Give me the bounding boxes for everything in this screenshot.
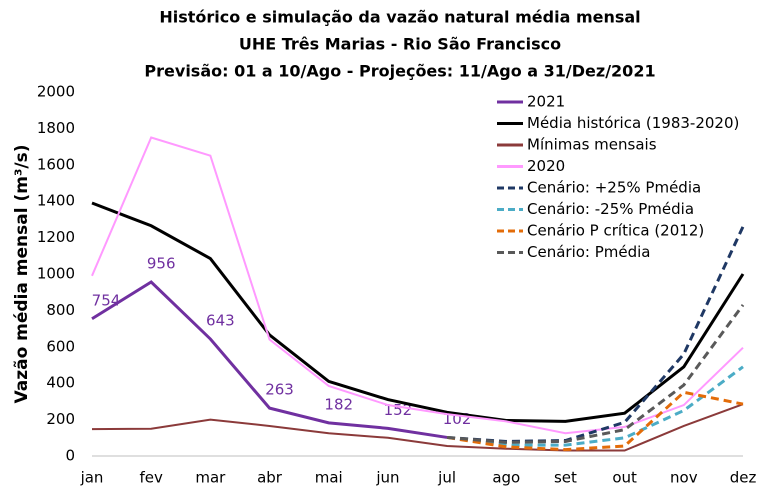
y-tick-label: 1600 (37, 155, 75, 173)
series-line (446, 304, 745, 444)
x-tick-label: jan (80, 469, 104, 487)
legend-label: Cenário: Pmédia (527, 243, 651, 261)
legend-label: Cenário: +25% Pmédia (527, 179, 701, 197)
x-tick-label: fev (139, 469, 163, 487)
x-tick-label: jul (437, 469, 456, 487)
x-tick-label: mai (315, 469, 343, 487)
x-tick-label: jun (375, 469, 399, 487)
chart-title: Previsão: 01 a 10/Ago - Projeções: 11/Ag… (144, 62, 655, 81)
y-tick-label: 1200 (37, 228, 75, 246)
legend-label: Mínimas mensais (527, 136, 657, 154)
y-axis-label: Vazão média mensal (m³/s) (12, 144, 32, 403)
y-tick-label: 400 (46, 374, 75, 392)
series-line (446, 365, 744, 447)
y-tick-label: 1000 (37, 265, 75, 283)
y-tick-label: 2000 (37, 83, 75, 101)
y-tick-label: 1400 (37, 192, 75, 210)
legend-label: 2020 (527, 157, 565, 175)
data-label: 182 (324, 395, 353, 413)
x-tick-label: out (612, 469, 637, 487)
series-line (91, 403, 744, 452)
x-tick-label: dez (730, 469, 757, 487)
legend-label: Cenário: -25% Pmédia (527, 200, 694, 218)
data-label: 754 (92, 291, 121, 309)
series-line (91, 280, 448, 439)
chart-title: Histórico e simulação da vazão natural m… (159, 8, 640, 27)
y-tick-label: 200 (46, 410, 75, 428)
data-label: 643 (206, 311, 235, 329)
y-tick-label: 800 (46, 301, 75, 319)
x-tick-label: mar (195, 469, 226, 487)
y-tick-label: 600 (46, 337, 75, 355)
data-label: 263 (265, 381, 294, 399)
legend-label: 2021 (527, 93, 565, 111)
legend-label: Cenário P crítica (2012) (527, 222, 704, 240)
x-tick-label: abr (257, 469, 283, 487)
series-line (91, 201, 745, 423)
legend-label: Média histórica (1983-2020) (527, 114, 739, 132)
chart-title: UHE Três Marias - Rio São Francisco (239, 35, 561, 54)
x-tick-label: nov (670, 469, 698, 487)
x-tick-label: set (554, 469, 577, 487)
y-tick-label: 0 (65, 447, 75, 465)
series-line (446, 390, 744, 452)
y-tick-label: 1800 (37, 119, 75, 137)
data-label: 956 (147, 255, 176, 273)
series-line (446, 226, 745, 443)
series-line (91, 136, 744, 435)
x-tick-label: ago (492, 469, 520, 487)
